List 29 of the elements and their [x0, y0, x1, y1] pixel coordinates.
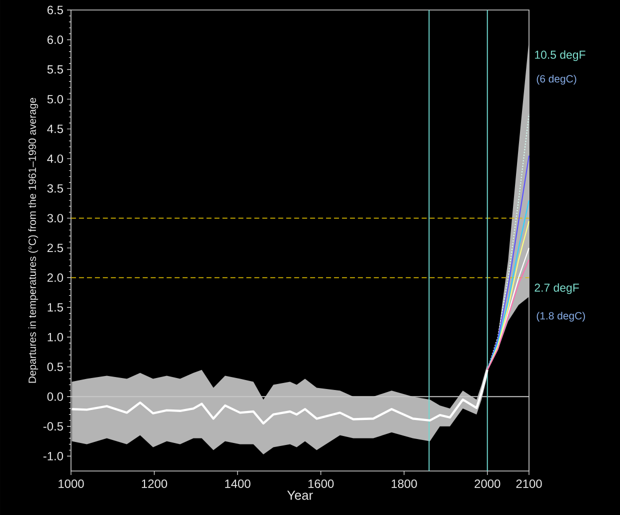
y-tick-label: 6.5: [47, 6, 63, 14]
y-tick-label: -1.0: [43, 452, 64, 460]
x-tick-label: 2000: [474, 479, 500, 488]
y-tick-label: 1.0: [48, 332, 64, 342]
text: 10.5 degF: [535, 50, 586, 62]
x-tick-label: 1200: [142, 479, 168, 488]
text: 2.7 degF: [534, 283, 579, 294]
y-tick-label: 4.5: [47, 124, 63, 134]
x-tick-label: 1000: [58, 479, 84, 488]
y-tick-label: -0.5: [43, 422, 63, 431]
y-tick-label: 4.0: [47, 154, 64, 163]
y-tick-label: 5.5: [47, 65, 63, 74]
x-tick-label: 1800: [392, 479, 417, 488]
x-tick-label: 1600: [308, 479, 334, 488]
y-tick-label: 3.0: [47, 214, 64, 222]
x-axis-title: Year: [287, 490, 313, 500]
y-tick-label: 0.0: [47, 392, 64, 401]
y-tick-label: 1.5: [48, 303, 63, 312]
y-axis-title: Departures in temperatures (°C) from the 1961–1990 average: [28, 98, 38, 383]
y-tick-label: 0.5: [47, 362, 63, 372]
y-tick-label: 6.0: [47, 35, 64, 44]
x-tick-label: 1400: [225, 479, 250, 488]
y-tick-label: 2.0: [47, 273, 64, 282]
text: (1.8 degC): [536, 312, 585, 322]
x-tick-label: 2100: [516, 479, 542, 488]
y-tick-label: 5.0: [47, 94, 64, 104]
text: (6 degC): [536, 74, 576, 85]
y-tick-label: 2.5: [47, 244, 63, 252]
y-tick-label: 3.5: [47, 184, 63, 193]
